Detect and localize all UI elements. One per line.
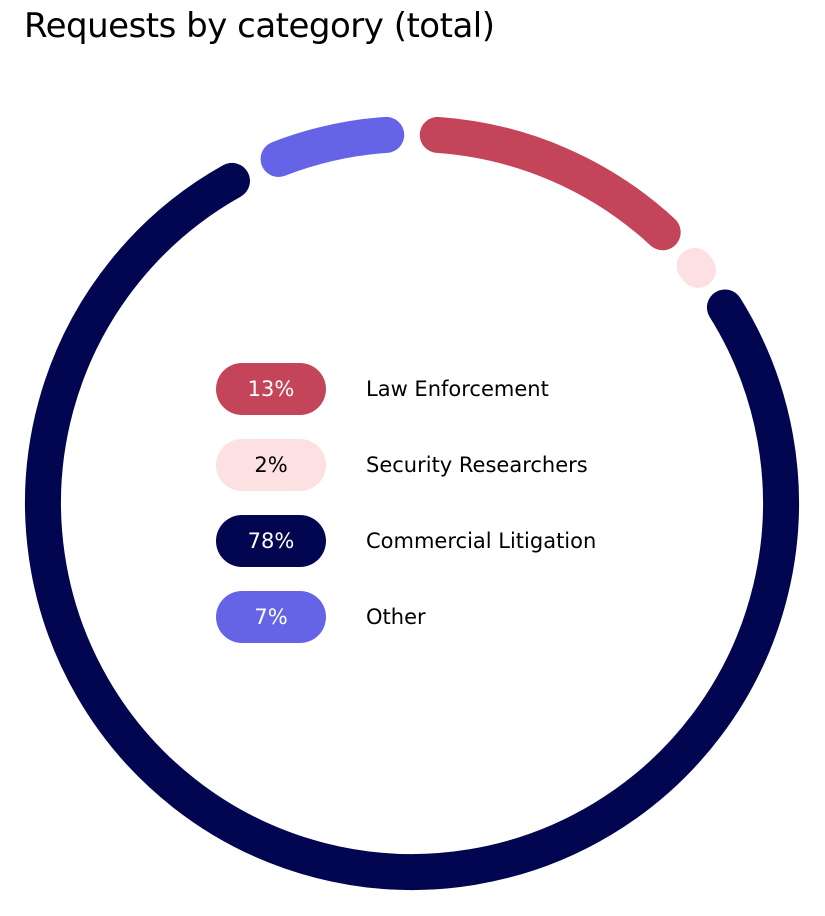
legend-value-badge: 78% (216, 515, 326, 567)
legend-item-commercial-litigation: 78% Commercial Litigation (216, 515, 596, 567)
legend-value-badge: 13% (216, 363, 326, 415)
slice-commercial-litigation (25, 162, 799, 890)
slice-security-researchers (676, 247, 716, 288)
legend-item-other: 7% Other (216, 591, 596, 643)
legend-label: Commercial Litigation (366, 529, 597, 553)
legend-item-law-enforcement: 13% Law Enforcement (216, 363, 596, 415)
legend-value-badge: 7% (216, 591, 326, 643)
legend-label: Law Enforcement (366, 377, 549, 401)
legend-item-security-researchers: 2% Security Researchers (216, 439, 596, 491)
legend-label: Security Researchers (366, 453, 588, 477)
legend-value-badge: 2% (216, 439, 326, 491)
legend-label: Other (366, 605, 426, 629)
legend: 13% Law Enforcement 2% Security Researchers… (216, 363, 596, 667)
chart-title: Requests by category (total) (24, 6, 495, 46)
slice-law-enforcement (419, 116, 681, 251)
slice-other (260, 116, 405, 177)
